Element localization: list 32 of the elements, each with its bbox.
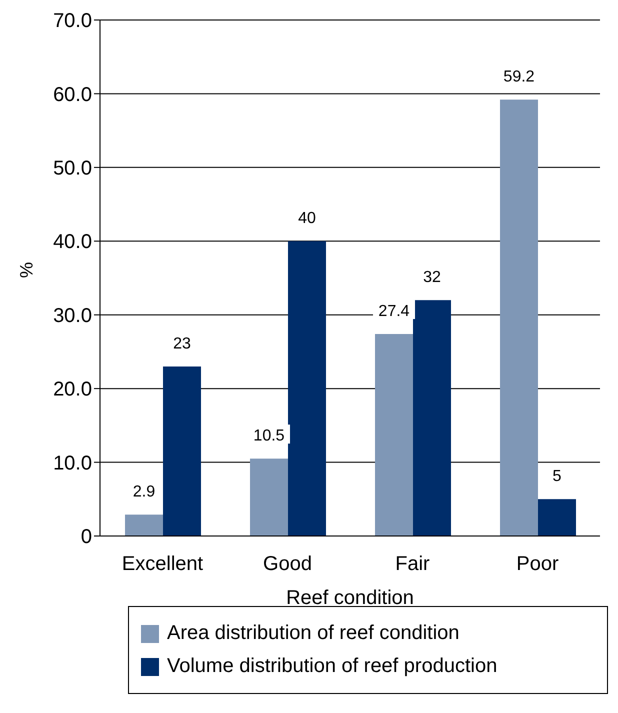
y-tick-label: 40.0 xyxy=(53,231,92,254)
bar xyxy=(375,334,413,536)
data-label: 40 xyxy=(298,210,316,228)
y-tick-label: 20.0 xyxy=(53,378,92,401)
bar xyxy=(288,241,326,536)
y-tick-label: 10.0 xyxy=(53,452,92,474)
legend-label: Area distribution of reef condition xyxy=(167,622,460,645)
bar xyxy=(413,300,451,536)
x-axis-title: Reef condition xyxy=(286,587,414,609)
bar xyxy=(538,499,576,536)
bar xyxy=(163,366,201,536)
x-tick-label: Good xyxy=(263,553,312,576)
y-tick-label: 0 xyxy=(80,526,92,548)
legend-label: Volume distribution of reef production xyxy=(167,655,498,678)
data-label: 5 xyxy=(552,468,562,486)
x-tick-label: Excellent xyxy=(122,553,204,576)
y-tick-label: 70.0 xyxy=(53,10,92,32)
data-label: 2.9 xyxy=(132,484,156,501)
data-label: 32 xyxy=(423,269,441,286)
y-tick-label: 60.0 xyxy=(53,84,92,106)
bar xyxy=(500,100,538,536)
bar xyxy=(125,514,163,536)
y-axis-title: % xyxy=(16,262,36,278)
y-tick-label: 50.0 xyxy=(53,158,92,180)
data-label: 27.4 xyxy=(378,303,410,320)
data-label: 59.2 xyxy=(503,68,535,86)
data-label: 23 xyxy=(173,335,191,352)
bar xyxy=(250,458,288,536)
y-tick-label: 30.0 xyxy=(53,304,92,327)
x-tick-label: Fair xyxy=(395,553,430,576)
data-label: 10.5 xyxy=(253,428,285,445)
x-tick-label: Poor xyxy=(516,553,559,576)
